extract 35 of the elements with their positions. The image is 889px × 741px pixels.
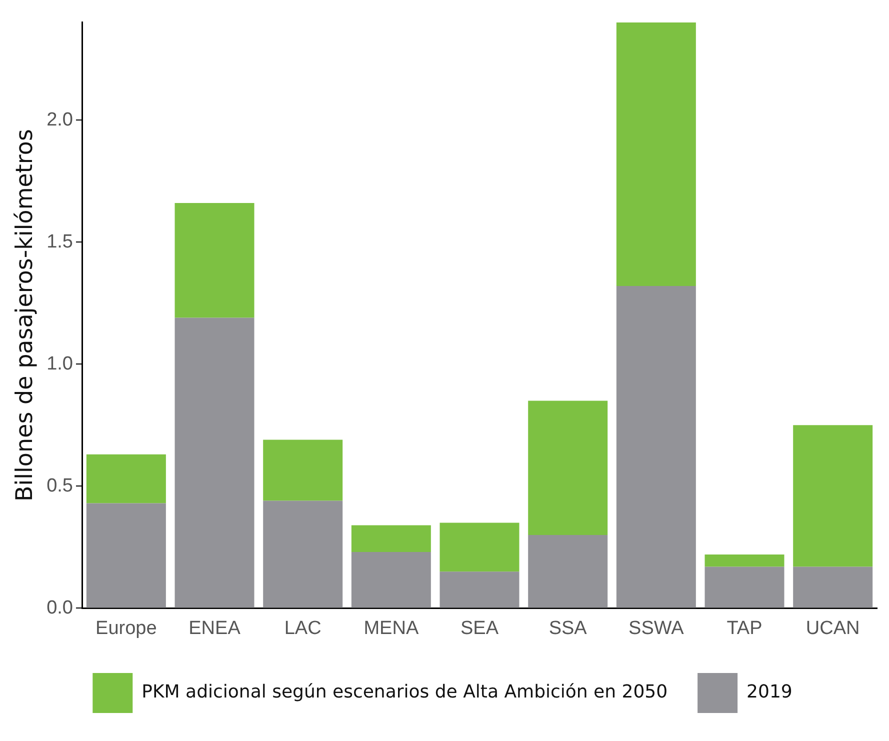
legend-label: PKM adicional según escenarios de Alta Ambición en 2050	[142, 682, 668, 703]
y-tick-label: 0.0	[46, 597, 74, 618]
x-tick-label: ENEA	[188, 618, 241, 639]
bar	[263, 500, 343, 608]
legend-label: 2019	[746, 682, 792, 703]
x-tick-label: SEA	[460, 618, 499, 639]
bar	[263, 440, 343, 501]
bar	[793, 566, 873, 608]
bar	[440, 572, 520, 608]
bar	[793, 425, 873, 567]
bar	[351, 525, 431, 552]
y-tick-label: 1.5	[46, 231, 74, 252]
bar	[616, 22, 696, 286]
bar	[704, 566, 784, 608]
bar	[528, 534, 608, 608]
bar	[174, 203, 254, 318]
bar	[174, 318, 254, 608]
bar	[351, 552, 431, 608]
y-tick-label: 2.0	[46, 109, 74, 130]
x-tick-label: UCAN	[806, 618, 860, 639]
y-tick-label: 1.0	[46, 353, 74, 374]
bar	[704, 554, 784, 567]
x-tick-label: Europe	[96, 618, 157, 639]
bar	[528, 400, 608, 535]
bar	[440, 522, 520, 572]
x-tick-label: LAC	[284, 618, 322, 639]
y-tick-label: 0.5	[46, 475, 74, 496]
x-tick-label: TAP	[726, 618, 762, 639]
bar	[616, 286, 696, 608]
y-axis-title: Billones de pasajeros-kilómetros	[12, 129, 38, 502]
x-tick-label: SSWA	[628, 618, 684, 639]
x-tick-label: SSA	[548, 618, 588, 639]
x-tick-label: MENA	[364, 618, 419, 639]
bar	[86, 503, 166, 608]
bar	[86, 454, 166, 504]
